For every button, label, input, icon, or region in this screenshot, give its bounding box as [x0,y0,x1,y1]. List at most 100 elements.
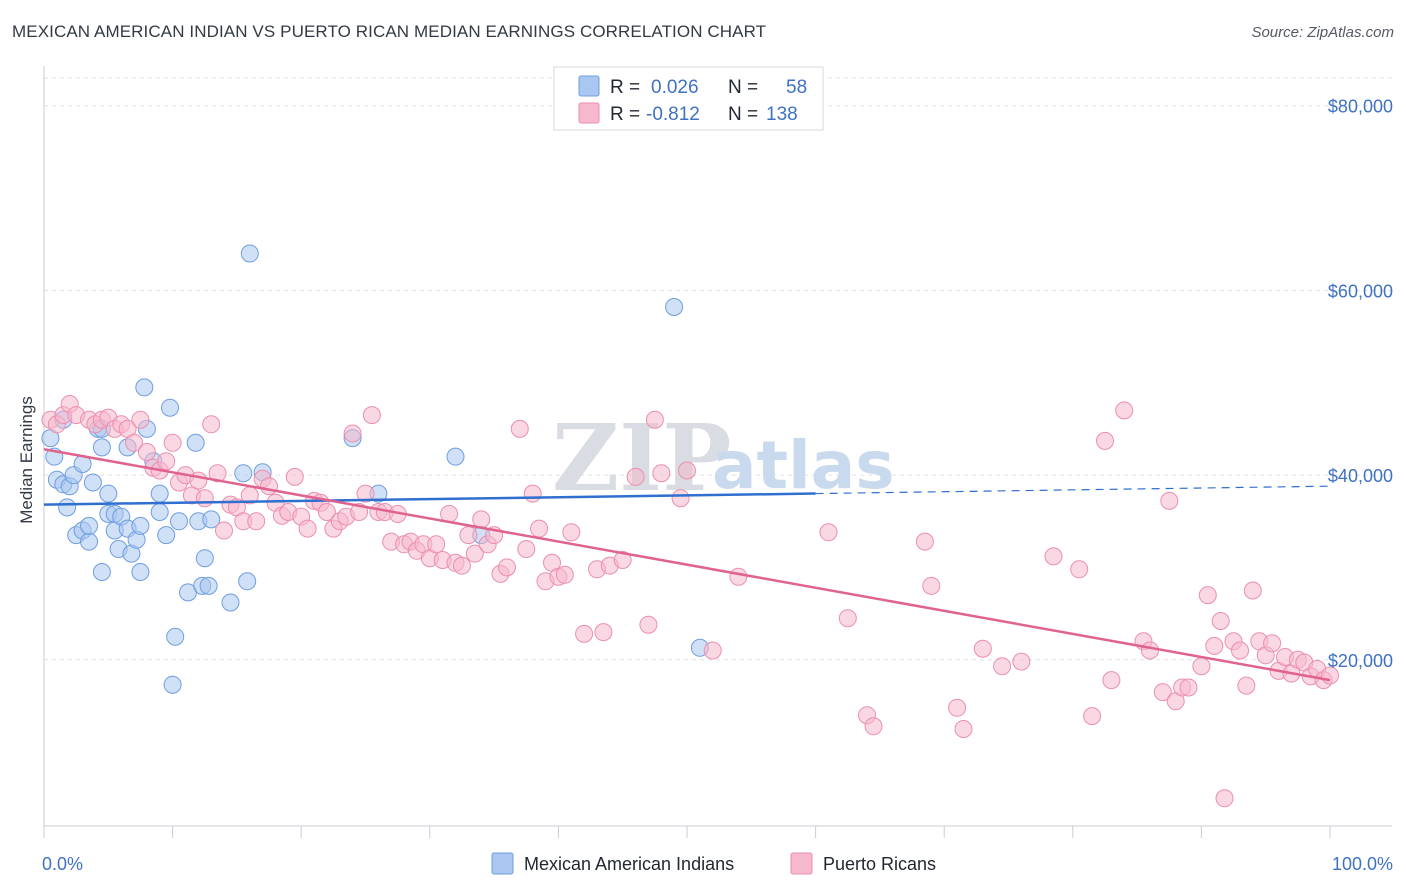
mexican-american-indian-point [131,516,150,535]
legend-r-value-1: 0.026 [651,77,699,98]
puerto-rican-point [1096,431,1114,450]
x-tick-label: 100.0% [1332,854,1393,874]
puerto-rican-point [838,609,857,628]
trend-line-blue [43,492,816,506]
mexican-american-indian-point [234,464,253,483]
legend-swatch-blue [578,75,600,97]
legend-box: R = 0.026 N = 58 R = -0.812 N = 138 [553,66,824,131]
puerto-rican-point [1160,491,1179,510]
puerto-rican-point [1141,641,1159,660]
puerto-rican-point [639,615,658,634]
puerto-rican-point [1243,581,1262,600]
puerto-rican-point [1083,707,1102,726]
puerto-rican-point [195,489,214,508]
puerto-rican-point [285,467,304,486]
legend-r-value-2: -0.812 [646,104,700,125]
puerto-rican-point [362,406,381,425]
mexican-american-indian-point [238,572,257,591]
mexican-american-indian-point [150,503,169,521]
mexican-american-indian-point [170,512,188,531]
puerto-rican-point [626,467,645,486]
mexican-american-indian-point [199,576,218,595]
puerto-rican-point [993,657,1012,676]
mexican-american-indian-point [99,484,118,503]
y-tick-label: $20,000 [1328,651,1393,671]
mexican-american-indian-point [163,675,182,694]
x-tick-labels: 0.0% 100.0% [42,854,1393,874]
mexican-american-indian-point [166,627,185,646]
y-tick-label: $80,000 [1328,97,1393,117]
puerto-rican-point [973,639,992,658]
puerto-rican-point [260,477,278,496]
mexican-american-indian-point [195,549,214,568]
puerto-rican-point [562,523,581,542]
puerto-rican-point [131,410,150,429]
bottom-legend-label-pink: Puerto Ricans [823,854,936,874]
puerto-rican-point [202,415,221,434]
trend-line-blue-extension [815,485,1331,495]
puerto-rican-point [247,512,266,531]
puerto-rican-point [125,433,143,452]
puerto-rican-point [1192,657,1211,676]
puerto-rican-point [427,535,446,554]
puerto-rican-point [1231,641,1249,660]
puerto-rican-point [510,419,529,438]
puerto-rican-point [1263,634,1282,653]
mexican-american-indian-point [202,510,221,529]
puerto-rican-point [215,521,233,540]
puerto-rican-point [317,503,336,521]
legend-n-value-1: 58 [786,77,807,98]
puerto-rican-point [864,717,883,736]
source-credit: Source: ZipAtlas.com [1251,24,1394,41]
mexican-american-indian-point [80,532,98,551]
puerto-rican-point [1044,547,1063,566]
puerto-rican-point [1215,789,1234,808]
puerto-rican-point [645,410,664,429]
puerto-rican-point [298,519,317,538]
mexican-american-indian-point [150,484,169,503]
puerto-rican-point [915,532,934,551]
bottom-legend-swatch-blue [491,852,514,875]
puerto-rican-point [1211,612,1230,630]
mexican-american-indian-point [240,244,259,263]
puerto-rican-point [163,433,182,452]
legend-r-label-2: R = [610,104,640,125]
puerto-rican-point [678,461,696,480]
puerto-rican-point [523,484,542,503]
puerto-rican-point [157,452,176,471]
mexican-american-indian-point [135,378,154,397]
mexican-american-indian-point [58,498,77,517]
puerto-rican-point [1102,671,1121,690]
puerto-rican-point [459,526,478,545]
puerto-rican-point [1012,652,1031,671]
series-puerto-ricans [41,395,1339,808]
legend-swatch-pink [578,102,600,124]
puerto-rican-point [948,698,967,717]
bottom-legend: Mexican American Indians Puerto Ricans [491,852,936,875]
puerto-rican-point [954,720,973,738]
mexican-american-indian-point [446,447,465,466]
trend-line-pink [43,447,1331,682]
puerto-rican-point [356,484,375,503]
watermark-atlas: atlas [712,427,895,504]
bottom-legend-label-blue: Mexican American Indians [524,854,734,874]
puerto-rican-point [452,556,471,575]
puerto-rican-point [652,464,671,483]
bottom-legend-swatch-pink [790,852,813,875]
puerto-rican-point [1198,586,1217,605]
mexican-american-indian-point [161,398,179,417]
legend-n-value-2: 138 [766,104,798,125]
mexican-american-indian-point [186,433,205,452]
puerto-rican-point [555,565,574,584]
puerto-rican-point [1115,401,1134,420]
puerto-rican-point [575,624,594,643]
puerto-rican-point [613,551,632,569]
puerto-rican-point [530,519,549,538]
y-tick-labels: $20,000 $40,000 $60,000 $80,000 [1328,97,1393,671]
legend-n-label-1: N = [728,77,758,98]
puerto-rican-point [208,464,227,483]
puerto-rican-point [1179,678,1198,697]
puerto-rican-point [819,523,838,542]
puerto-rican-point [703,641,722,660]
